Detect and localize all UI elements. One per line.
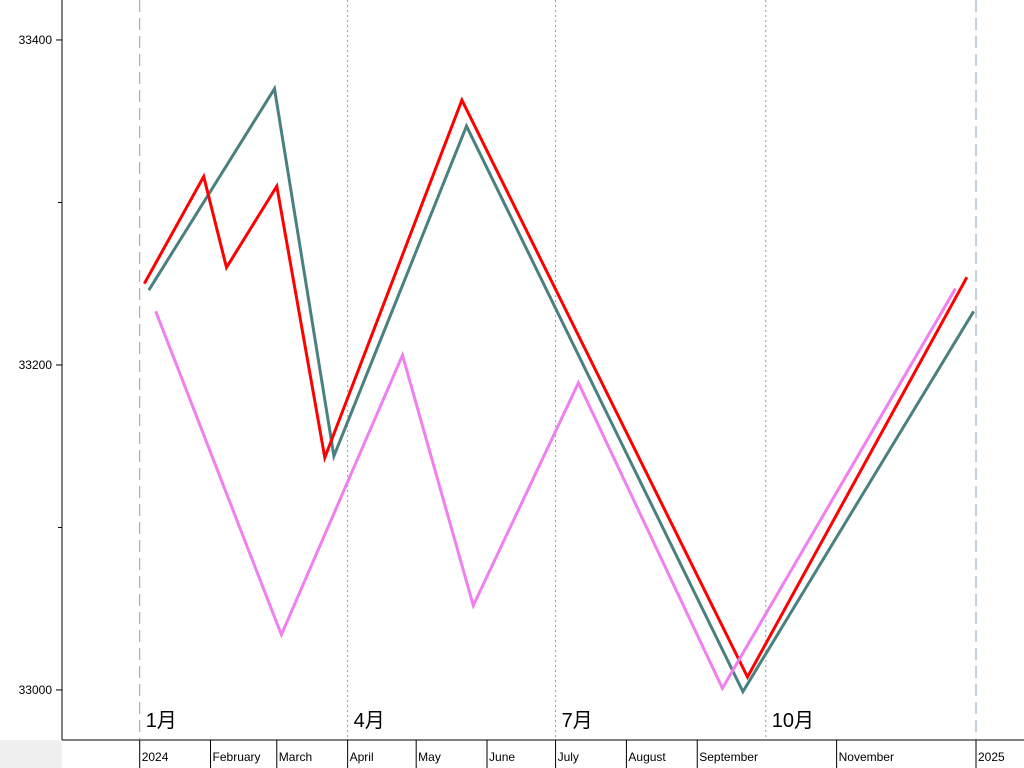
quarter-label: 10月 — [772, 710, 814, 732]
series-line — [147, 84, 975, 695]
x-tick-label: August — [628, 750, 666, 764]
quarter-label: 1月 — [146, 710, 177, 732]
x-tick-label: March — [279, 750, 312, 764]
y-tick-label: 33000 — [19, 683, 53, 697]
x-axis-labels: November 2024 February March April May June Jul… — [139, 740, 1005, 768]
corner — [0, 740, 62, 768]
x-tick-label: 2025 — [978, 750, 1005, 764]
series-line — [154, 287, 957, 692]
quarter-label: 4月 — [354, 710, 385, 732]
x-tick-label: June — [489, 750, 515, 764]
x-tick-label: July — [558, 750, 579, 764]
x-tick-label: November — [839, 750, 894, 764]
y-tick-label: 33400 — [19, 33, 53, 47]
y-tick-label: 33200 — [19, 358, 53, 372]
x-tick-label: 2024 — [142, 750, 169, 764]
series-line — [142, 96, 969, 681]
x-tick-label: September — [699, 750, 758, 764]
x-tick-label: February — [213, 750, 261, 764]
quarter-label: 7月 — [562, 710, 593, 732]
x-tick-label: May — [418, 750, 441, 764]
x-tick-label: April — [350, 750, 374, 764]
